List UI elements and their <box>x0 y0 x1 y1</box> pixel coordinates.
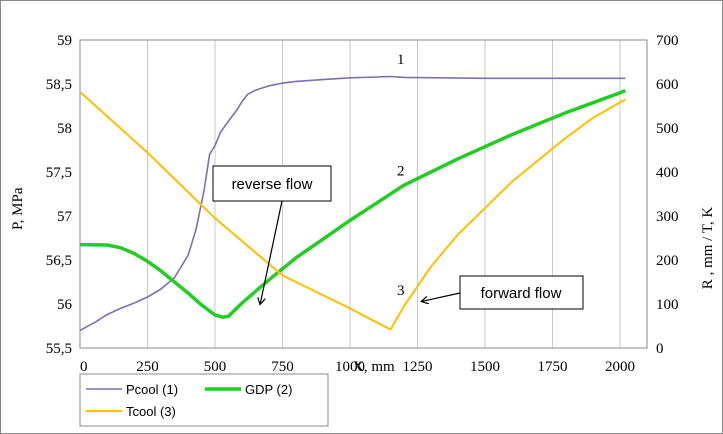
x-tick-label: 1500 <box>470 359 500 375</box>
axis-ticks: 0 250 500 750 1000 1250 1500 1750 200055,55656,5… <box>46 33 679 375</box>
plot-area-frame <box>79 39 648 349</box>
x-tick-label: 0 <box>80 359 88 375</box>
callout-forward-flow-arrow <box>422 292 461 301</box>
y-right-tick-label: 700 <box>656 33 679 49</box>
x-tick-label: 1750 <box>538 359 568 375</box>
callout-reverse-flow-text: reverse flow <box>232 176 313 193</box>
legend: Pcool (1) GDP (2) Tcool (3) <box>79 373 329 427</box>
y-left-tick-label: 56 <box>57 297 73 313</box>
y-left-tick-label: 58 <box>57 121 72 137</box>
x-tick-label: 500 <box>204 359 227 375</box>
curve-label-3: 3 <box>397 283 405 299</box>
callout-reverse-flow-arrow <box>260 200 283 304</box>
y-left-tick-label: 56,5 <box>46 253 72 269</box>
series-line-tcool <box>79 91 626 331</box>
callout-forward-flow-box <box>459 275 584 310</box>
x-tick-label: 750 <box>271 359 294 375</box>
x-tick-label: 1000 <box>335 359 365 375</box>
y-left-tick-label: 57 <box>57 209 73 225</box>
curve-label-2: 2 <box>397 164 405 180</box>
y-right-tick-label: 400 <box>656 165 679 181</box>
series-line-gdp <box>79 88 627 319</box>
x-tick-label: 1250 <box>403 359 433 375</box>
y-left-tick-label: 58,5 <box>46 77 72 93</box>
x-tick-label: 250 <box>136 359 159 375</box>
series-lines <box>79 75 627 332</box>
y-right-tick-label: 500 <box>656 121 679 137</box>
legend-label-pcool: Pcool (1) <box>126 382 178 397</box>
y-right-tick-label: 100 <box>656 297 679 313</box>
callout-forward-flow-text: forward flow <box>481 285 562 302</box>
callout-reverse-flow-box <box>212 165 332 202</box>
y-left-tick-label: 55,5 <box>46 341 72 357</box>
y-left-tick-label: 59 <box>57 33 72 49</box>
callout-reverse-flow: reverse flow <box>212 165 332 304</box>
x-axis-title: X, mm <box>353 359 395 375</box>
legend-label-tcool: Tcool (3) <box>126 404 176 419</box>
y-right-tick-label: 0 <box>656 341 664 357</box>
y-right-tick-label: 600 <box>656 77 679 93</box>
y-right-tick-label: 300 <box>656 209 679 225</box>
legend-box <box>79 373 329 427</box>
y-right-tick-label: 200 <box>656 253 679 269</box>
y-axis-right-title: R , mm / T, K <box>700 207 716 290</box>
legend-label-gdp: GDP (2) <box>245 382 292 397</box>
y-left-tick-label: 57,5 <box>46 165 72 181</box>
y-axis-left-title: P, MPa <box>10 187 26 230</box>
curve-label-1: 1 <box>397 52 405 68</box>
x-tick-label: 2000 <box>605 359 635 375</box>
callout-forward-flow: forward flow <box>422 275 584 310</box>
series-line-pcool <box>79 75 626 332</box>
